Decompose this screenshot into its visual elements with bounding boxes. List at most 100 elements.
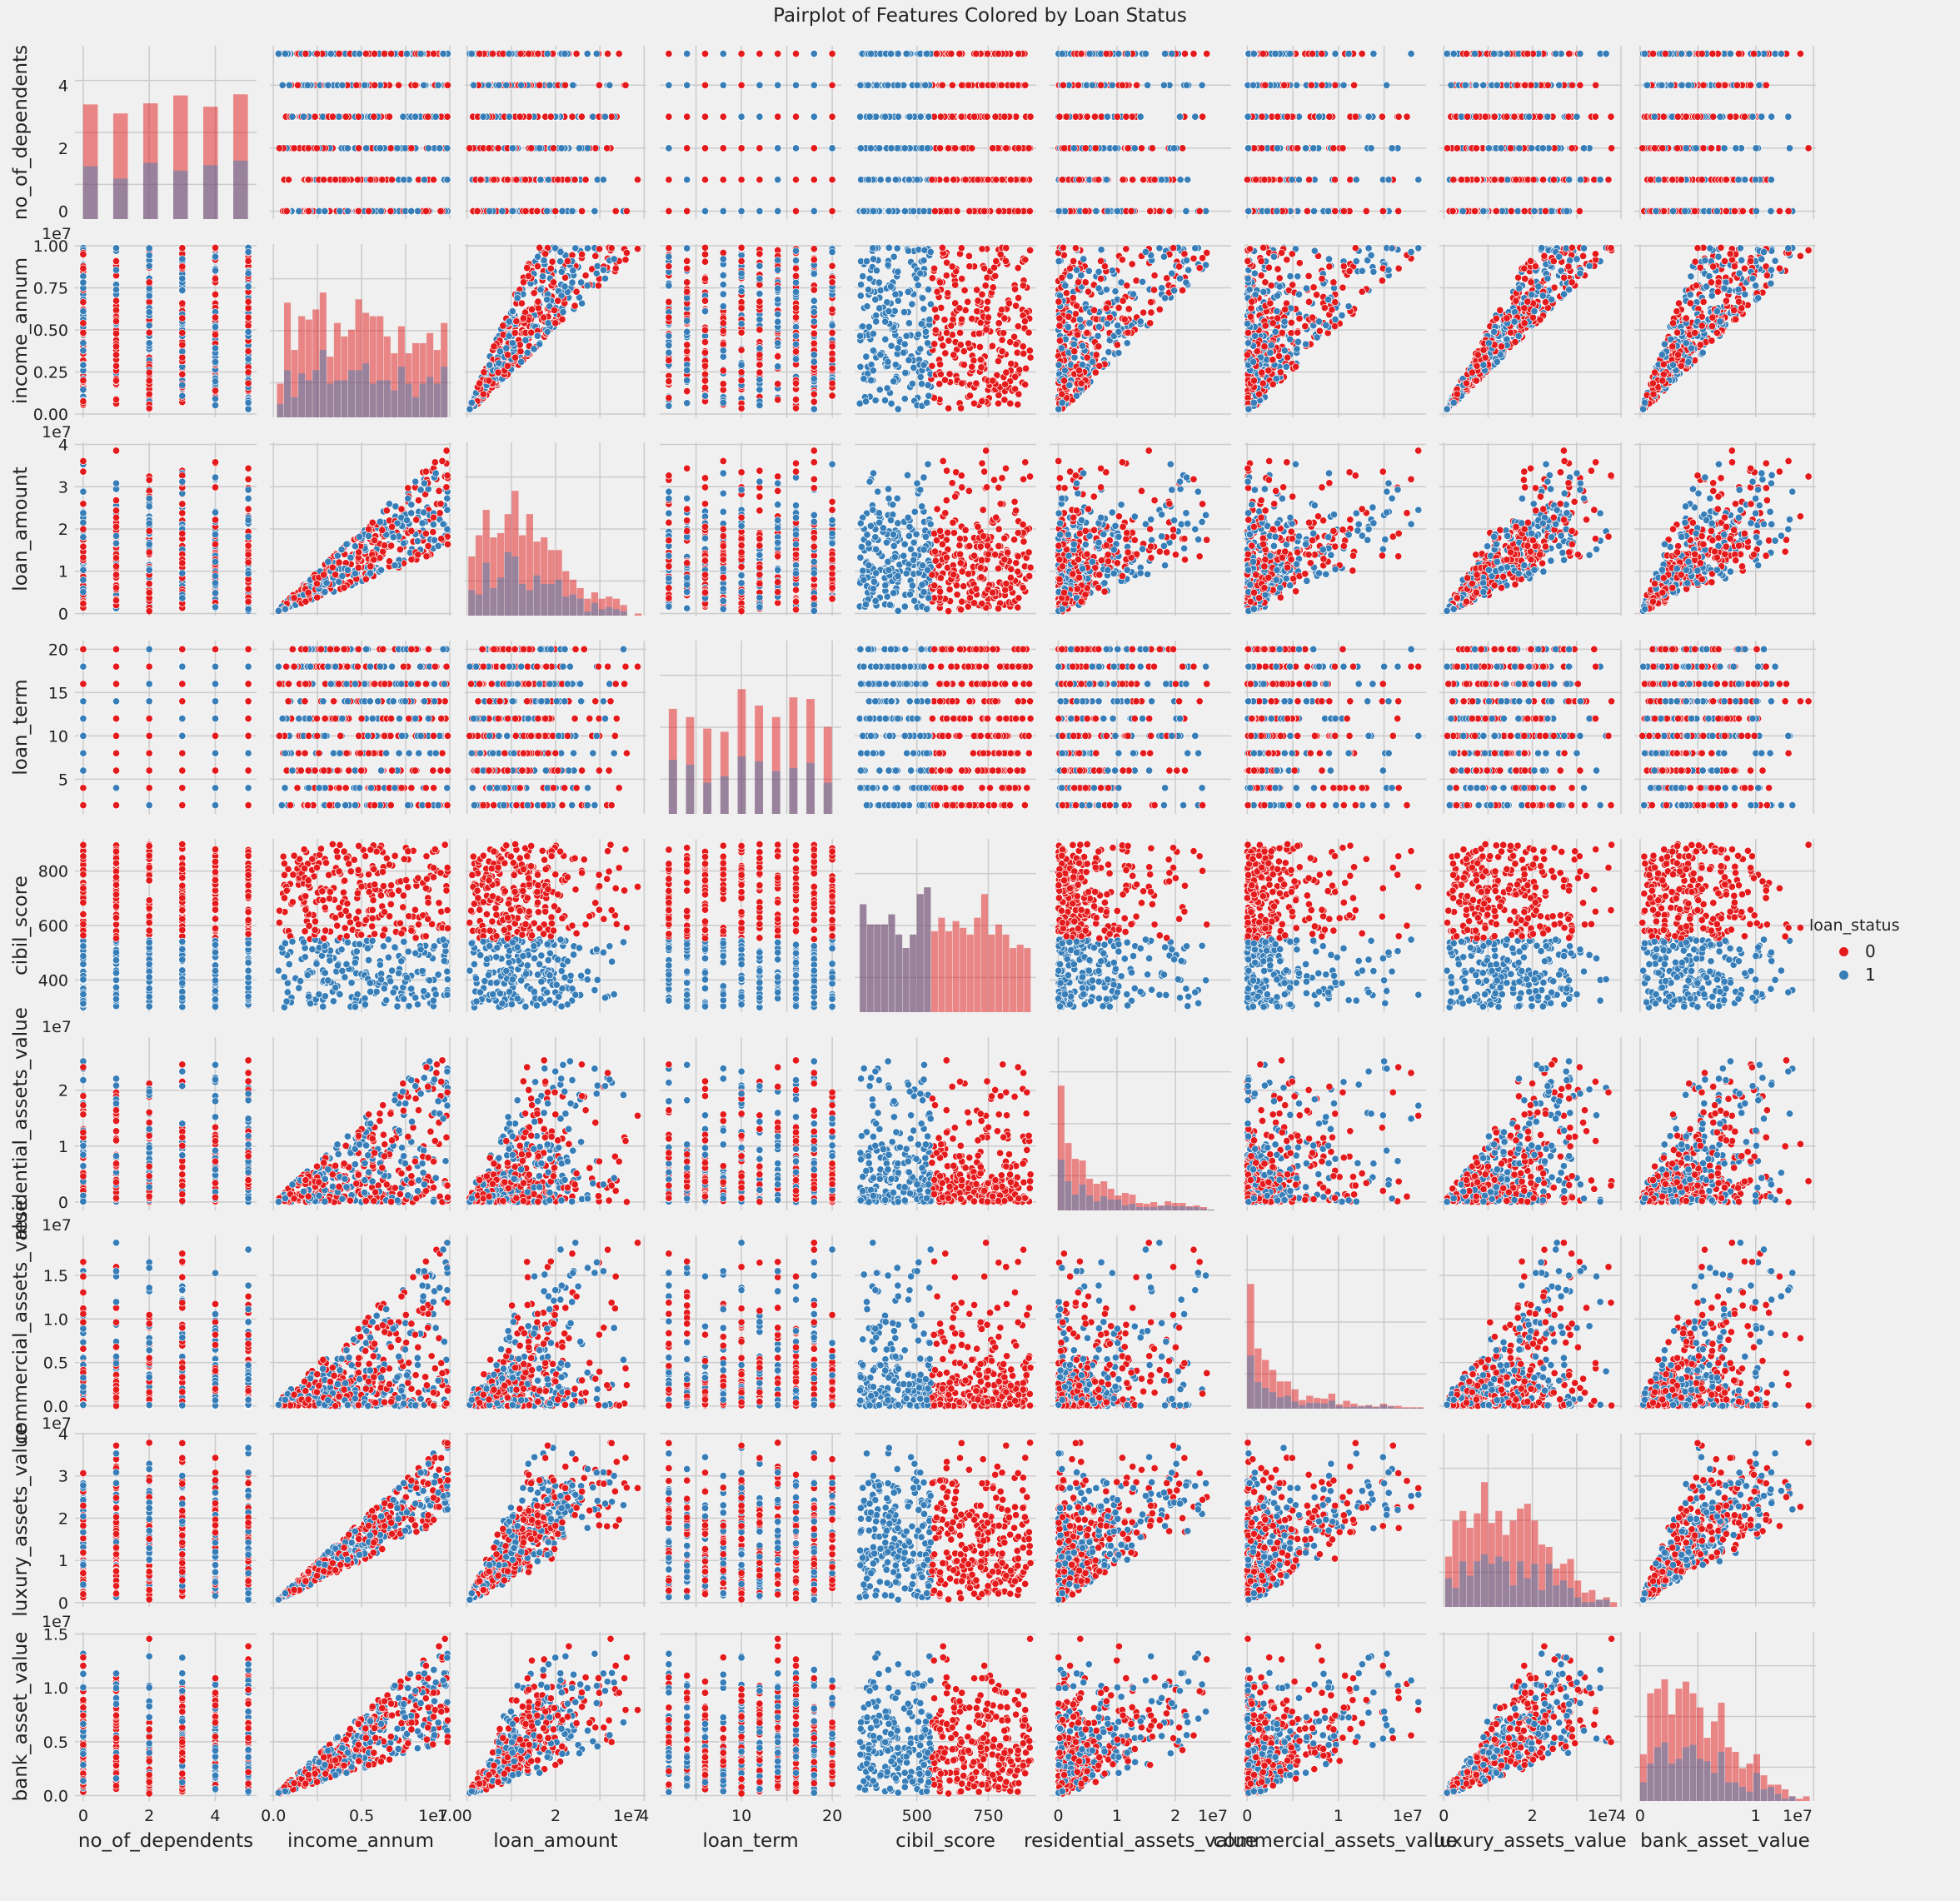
scatter-point bbox=[984, 176, 992, 184]
scatter-point bbox=[1752, 176, 1760, 184]
scatter-point bbox=[581, 272, 590, 280]
scatter-point bbox=[1294, 144, 1302, 152]
scatter-point bbox=[1515, 144, 1524, 152]
scatter-point bbox=[1699, 144, 1708, 152]
scatter-point bbox=[354, 112, 362, 121]
scatter-point bbox=[1684, 81, 1693, 89]
scatter-point bbox=[1513, 81, 1522, 89]
scatter-point bbox=[1249, 49, 1258, 58]
scatter-point bbox=[508, 207, 516, 216]
scatter-point bbox=[1309, 49, 1317, 58]
scatter-point bbox=[561, 273, 570, 282]
scatter-point bbox=[719, 144, 727, 152]
scatter-point bbox=[1592, 81, 1600, 89]
scatter-point bbox=[1358, 49, 1366, 58]
scatter-point bbox=[211, 275, 220, 283]
scatter-point bbox=[533, 207, 541, 216]
scatter-point bbox=[430, 49, 438, 58]
scatter-point bbox=[79, 250, 87, 258]
scatter-point bbox=[244, 355, 252, 363]
scatter-point bbox=[1414, 176, 1423, 184]
scatter-point bbox=[1146, 207, 1155, 216]
scatter-point bbox=[737, 49, 746, 58]
scatter-point bbox=[930, 207, 940, 216]
hist-bar-1 bbox=[233, 160, 248, 219]
scatter-point bbox=[1604, 176, 1613, 184]
scatter-point bbox=[791, 112, 800, 121]
scatter-point bbox=[756, 49, 764, 58]
scatter-point bbox=[1529, 176, 1538, 184]
scatter-point bbox=[1055, 112, 1064, 121]
scatter-point bbox=[400, 176, 408, 184]
scatter-point bbox=[530, 289, 538, 297]
hist-bar-1 bbox=[203, 165, 218, 219]
scatter-point bbox=[989, 81, 997, 89]
scatter-point bbox=[923, 49, 931, 58]
scatter-point bbox=[527, 144, 536, 152]
scatter-point bbox=[1564, 112, 1573, 121]
scatter-point bbox=[1165, 207, 1174, 216]
scatter-point bbox=[989, 144, 997, 152]
scatter-point bbox=[945, 144, 953, 152]
scatter-point bbox=[633, 176, 642, 184]
scatter-point bbox=[211, 252, 220, 261]
scatter-point bbox=[112, 257, 121, 266]
panel-no_of_dependents-vs-no_of_dependents bbox=[75, 46, 257, 220]
scatter-point bbox=[1244, 112, 1252, 121]
scatter-point bbox=[388, 176, 396, 184]
scatter-point bbox=[523, 264, 531, 272]
scatter-point bbox=[112, 266, 121, 274]
panel-background bbox=[1050, 46, 1231, 219]
panel-no_of_dependents-vs-cibil_score bbox=[855, 46, 1036, 219]
scatter-point bbox=[866, 144, 875, 152]
scatter-point bbox=[810, 112, 818, 121]
scatter-point bbox=[561, 81, 570, 89]
hist-bar-1 bbox=[411, 397, 420, 417]
scatter-point bbox=[1544, 81, 1552, 89]
scatter-point bbox=[1388, 144, 1396, 152]
scatter-point bbox=[421, 207, 430, 216]
scatter-point bbox=[275, 144, 283, 152]
scatter-point bbox=[1673, 112, 1682, 121]
scatter-point bbox=[1520, 207, 1529, 216]
scatter-point bbox=[473, 207, 481, 216]
scatter-point bbox=[145, 251, 153, 260]
scatter-point bbox=[79, 386, 87, 394]
scatter-point bbox=[599, 266, 607, 274]
scatter-point bbox=[920, 207, 928, 216]
hist-bar-1 bbox=[419, 383, 426, 417]
scatter-point bbox=[683, 207, 691, 216]
scatter-point bbox=[112, 286, 121, 294]
scatter-point bbox=[1524, 49, 1532, 58]
scatter-point bbox=[980, 207, 989, 216]
hist-bar-1 bbox=[441, 367, 448, 417]
scatter-point bbox=[1748, 112, 1757, 121]
scatter-point bbox=[1762, 81, 1770, 89]
scatter-point bbox=[983, 112, 991, 121]
hist-bar-1 bbox=[173, 170, 188, 219]
scatter-point bbox=[1280, 81, 1289, 89]
scatter-point bbox=[1103, 112, 1111, 121]
scatter-point bbox=[872, 112, 880, 121]
scatter-point bbox=[278, 81, 287, 89]
scatter-point bbox=[1457, 176, 1465, 184]
scatter-point bbox=[534, 252, 542, 261]
scatter-point bbox=[377, 207, 386, 216]
scatter-point bbox=[1503, 112, 1511, 121]
scatter-point bbox=[611, 207, 620, 216]
scatter-point bbox=[79, 264, 87, 272]
scatter-point bbox=[534, 304, 542, 312]
scatter-point bbox=[1350, 81, 1359, 89]
scatter-point bbox=[571, 302, 579, 310]
hist-bar-0 bbox=[82, 104, 98, 219]
scatter-point bbox=[1074, 81, 1083, 89]
scatter-point bbox=[178, 299, 187, 307]
scatter-point bbox=[581, 176, 590, 184]
scatter-point bbox=[810, 207, 818, 216]
scatter-point bbox=[505, 332, 513, 340]
scatter-point bbox=[356, 49, 364, 58]
scatter-point bbox=[869, 207, 877, 216]
scatter-point bbox=[443, 112, 451, 121]
scatter-point bbox=[1305, 176, 1314, 184]
